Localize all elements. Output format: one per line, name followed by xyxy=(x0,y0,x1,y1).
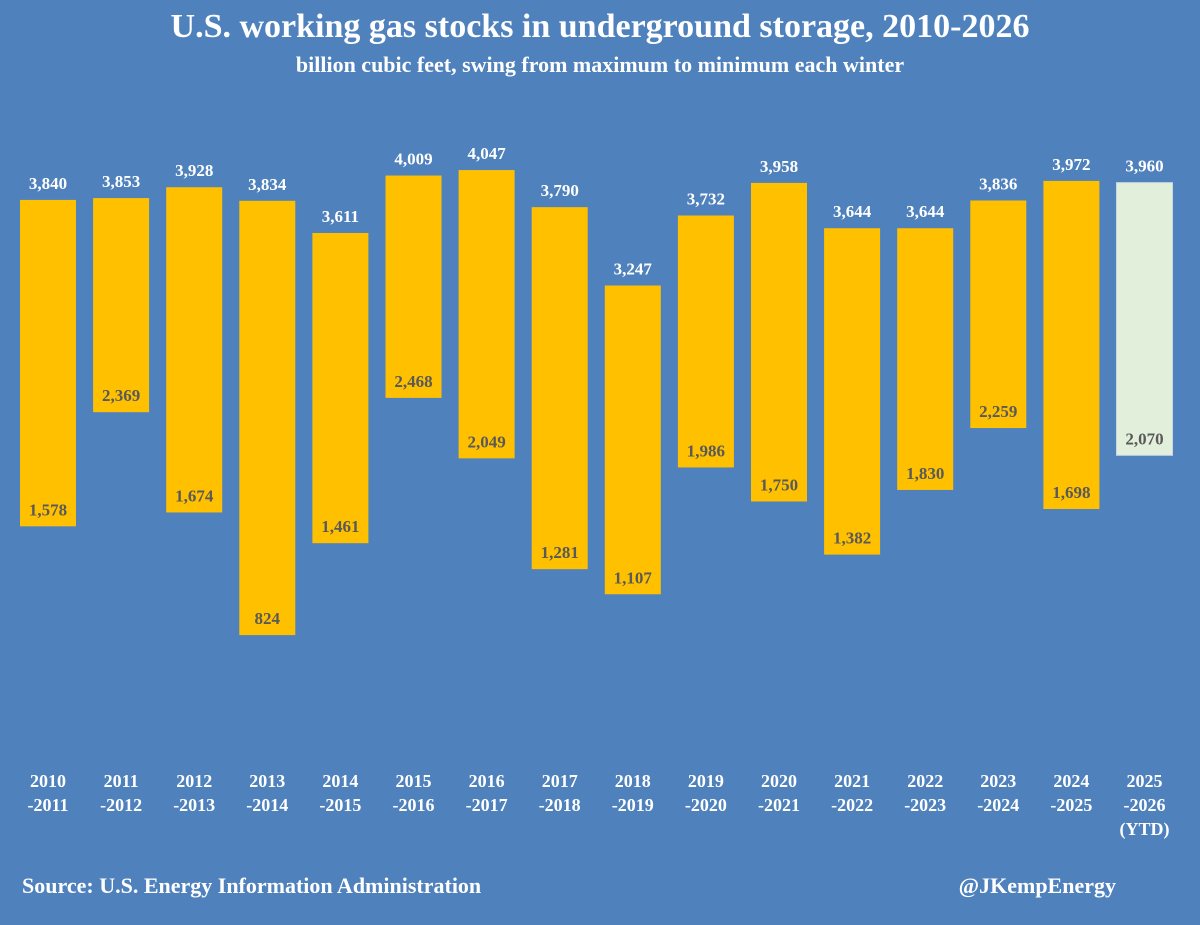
min-label: 2,259 xyxy=(979,402,1017,421)
min-label: 1,674 xyxy=(175,486,214,505)
max-label: 4,009 xyxy=(394,150,432,169)
min-label: 1,461 xyxy=(321,517,359,536)
x-tick-label: -2021 xyxy=(758,795,800,815)
max-label: 3,928 xyxy=(175,161,213,180)
bar xyxy=(824,228,881,555)
x-tick-label: 2017 xyxy=(542,771,578,791)
x-tick-label: 2022 xyxy=(907,771,943,791)
x-tick-label: 2023 xyxy=(980,771,1016,791)
x-tick-label: 2021 xyxy=(834,771,870,791)
bar xyxy=(239,200,296,636)
bar xyxy=(20,199,76,527)
x-tick-label: (YTD) xyxy=(1120,819,1170,840)
source-note: Source: U.S. Energy Information Administ… xyxy=(22,873,482,898)
max-label: 3,247 xyxy=(614,259,653,278)
min-label: 1,578 xyxy=(29,500,67,519)
min-label: 2,070 xyxy=(1125,429,1163,448)
min-label: 1,750 xyxy=(760,475,798,494)
bar xyxy=(970,200,1027,429)
x-tick-label: -2014 xyxy=(246,795,288,815)
bar xyxy=(897,228,954,490)
x-tick-label: 2016 xyxy=(469,771,505,791)
min-label: 1,107 xyxy=(614,568,653,587)
max-label: 3,840 xyxy=(29,174,67,193)
bar xyxy=(93,198,150,413)
x-tick-label: -2013 xyxy=(173,795,215,815)
x-tick-label: -2018 xyxy=(539,795,581,815)
max-label: 4,047 xyxy=(467,144,506,163)
bar xyxy=(531,207,588,570)
x-tick-label: 2011 xyxy=(104,771,139,791)
bar xyxy=(385,175,442,398)
x-tick-label: 2019 xyxy=(688,771,724,791)
max-label: 3,732 xyxy=(687,190,725,209)
min-label: 2,049 xyxy=(467,432,505,451)
x-tick-label: -2026 xyxy=(1124,795,1166,815)
x-tick-label: -2024 xyxy=(977,795,1019,815)
author-handle: @JKempEnergy xyxy=(958,873,1116,898)
x-tick-label: -2012 xyxy=(100,795,142,815)
bar xyxy=(677,215,734,468)
bar xyxy=(751,182,807,502)
max-label: 3,644 xyxy=(906,202,945,221)
x-tick-label: -2022 xyxy=(831,795,873,815)
min-label: 1,281 xyxy=(541,543,579,562)
x-tick-label: 2012 xyxy=(176,771,212,791)
x-tick-label: -2025 xyxy=(1050,795,1092,815)
bar xyxy=(604,285,661,595)
x-tick-label: 2013 xyxy=(249,771,285,791)
x-tick-label: -2017 xyxy=(466,795,508,815)
max-label: 3,958 xyxy=(760,157,798,176)
x-tick-label: 2024 xyxy=(1053,771,1089,791)
min-label: 2,468 xyxy=(394,372,432,391)
x-tick-label: -2019 xyxy=(612,795,654,815)
bar xyxy=(1043,180,1100,509)
max-label: 3,790 xyxy=(541,181,579,200)
max-label: 3,836 xyxy=(979,175,1017,194)
max-label: 3,644 xyxy=(833,202,872,221)
max-label: 3,834 xyxy=(248,175,287,194)
x-tick-label: 2020 xyxy=(761,771,797,791)
min-label: 1,986 xyxy=(687,441,725,460)
x-tick-label: -2020 xyxy=(685,795,727,815)
bar xyxy=(312,232,369,544)
max-label: 3,853 xyxy=(102,172,140,191)
min-label: 824 xyxy=(255,609,281,628)
x-tick-label: 2025 xyxy=(1127,771,1163,791)
bar xyxy=(166,187,223,513)
x-tick-label: -2016 xyxy=(393,795,435,815)
min-label: 1,382 xyxy=(833,529,871,548)
x-tick-label: -2011 xyxy=(27,795,68,815)
x-tick-label: 2014 xyxy=(322,771,358,791)
x-tick-label: 2015 xyxy=(396,771,432,791)
max-label: 3,611 xyxy=(322,207,359,226)
min-label: 2,369 xyxy=(102,386,140,405)
x-tick-label: -2015 xyxy=(319,795,361,815)
min-label: 1,698 xyxy=(1052,483,1090,502)
max-label: 3,960 xyxy=(1125,157,1163,176)
chart-title: U.S. working gas stocks in underground s… xyxy=(170,8,1030,45)
min-label: 1,830 xyxy=(906,464,944,483)
x-tick-label: 2010 xyxy=(30,771,66,791)
bar xyxy=(1116,182,1173,456)
bar xyxy=(458,170,515,459)
max-label: 3,972 xyxy=(1052,155,1090,174)
x-tick-label: -2023 xyxy=(904,795,946,815)
chart-subtitle: billion cubic feet, swing from maximum t… xyxy=(295,52,905,77)
x-tick-label: 2018 xyxy=(615,771,651,791)
